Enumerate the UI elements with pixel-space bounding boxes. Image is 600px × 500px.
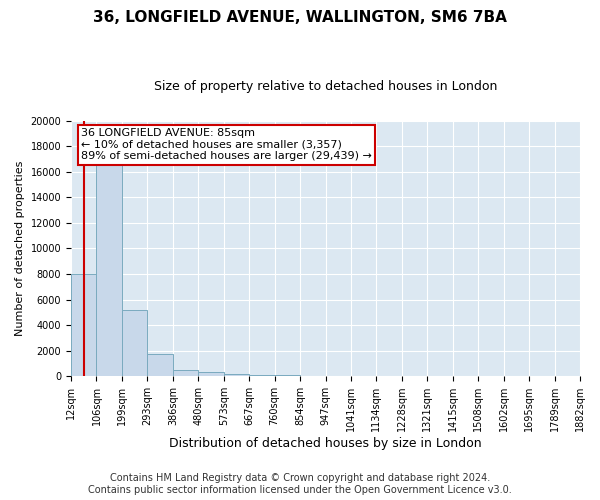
Bar [275, 375, 300, 376]
Bar [71, 274, 97, 376]
Y-axis label: Number of detached properties: Number of detached properties [15, 160, 25, 336]
Text: Contains HM Land Registry data © Crown copyright and database right 2024.
Contai: Contains HM Land Registry data © Crown c… [88, 474, 512, 495]
Bar [224, 374, 249, 376]
Title: Size of property relative to detached houses in London: Size of property relative to detached ho… [154, 80, 497, 93]
Bar [97, 166, 122, 376]
Bar [122, 310, 148, 376]
Text: 36 LONGFIELD AVENUE: 85sqm
← 10% of detached houses are smaller (3,357)
89% of s: 36 LONGFIELD AVENUE: 85sqm ← 10% of deta… [81, 128, 372, 162]
Bar [249, 374, 275, 376]
Bar [148, 354, 173, 376]
Bar [198, 372, 224, 376]
X-axis label: Distribution of detached houses by size in London: Distribution of detached houses by size … [169, 437, 482, 450]
Text: 36, LONGFIELD AVENUE, WALLINGTON, SM6 7BA: 36, LONGFIELD AVENUE, WALLINGTON, SM6 7B… [93, 10, 507, 25]
Bar [173, 370, 198, 376]
